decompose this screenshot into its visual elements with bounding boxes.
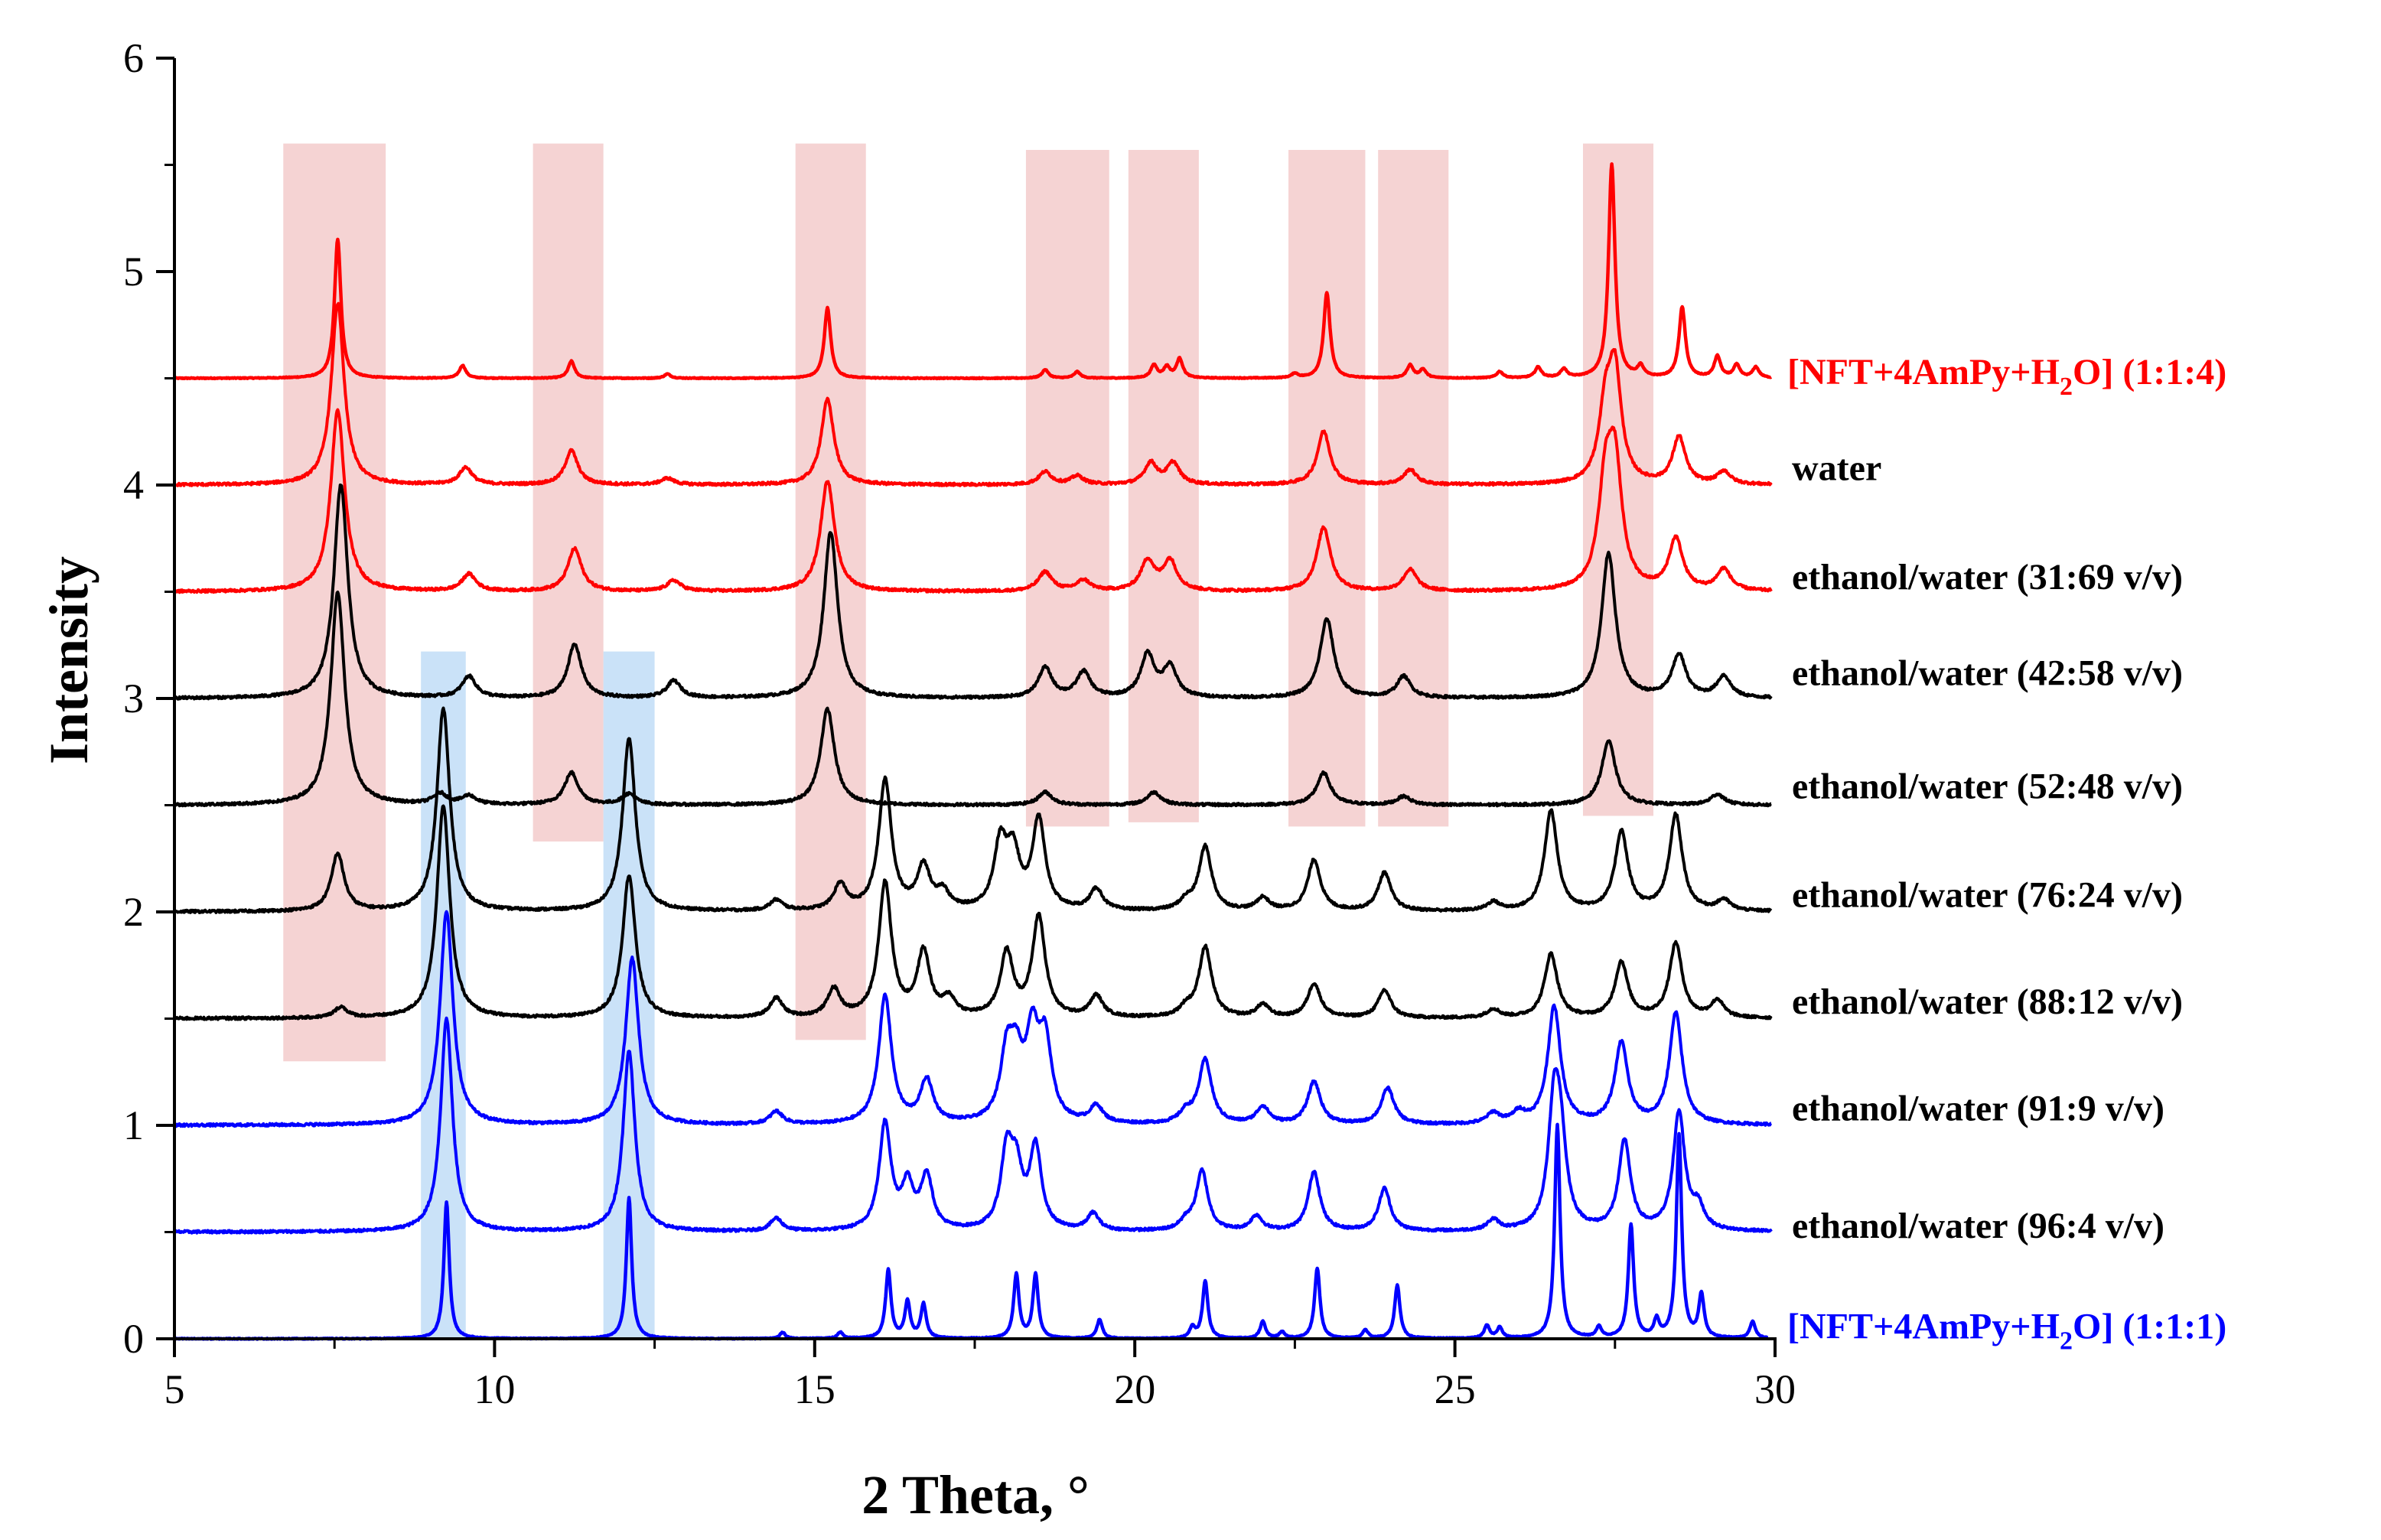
series-label-1: water xyxy=(1792,448,1881,489)
x-tick-label: 20 xyxy=(1114,1366,1155,1412)
y-tick-label: 3 xyxy=(123,676,144,721)
highlight-band-red-7 xyxy=(1582,143,1654,816)
y-tick-label: 1 xyxy=(123,1102,144,1148)
x-tick-label: 5 xyxy=(164,1366,185,1412)
series-label-2: ethanol/water (31:69 v/v) xyxy=(1792,557,2183,597)
series-label-8: ethanol/water (96:4 v/v) xyxy=(1792,1206,2164,1246)
series-label-4: ethanol/water (52:48 v/v) xyxy=(1792,766,2183,806)
series-line-6 xyxy=(173,804,1773,1021)
y-tick-label: 4 xyxy=(123,462,144,508)
series-line-9 xyxy=(173,1122,1770,1341)
highlight-band-red-6 xyxy=(1378,149,1449,827)
x-axis-title: 2 Theta, ° xyxy=(862,1464,1090,1525)
y-tick-label: 2 xyxy=(123,889,144,935)
series-line-1 xyxy=(173,301,1773,487)
series-label-7: ethanol/water (91:9 v/v) xyxy=(1792,1089,2164,1129)
y-tick-label: 5 xyxy=(123,249,144,295)
series-line-5 xyxy=(173,706,1773,914)
highlight-band-red-5 xyxy=(1288,149,1366,827)
series-lines xyxy=(173,162,1773,1341)
series-line-8 xyxy=(173,1016,1773,1235)
y-axis-title: Intensity xyxy=(38,556,99,764)
highlight-band-red-4 xyxy=(1128,149,1199,822)
x-tick-label: 30 xyxy=(1754,1366,1796,1412)
series-line-3 xyxy=(173,483,1773,701)
highlight-band-blue-8 xyxy=(421,651,466,1339)
series-label-9: [NFT+4AmPy+H2O] (1:1:1) xyxy=(1787,1306,2226,1355)
series-label-3: ethanol/water (42:58 v/v) xyxy=(1792,653,2183,694)
highlight-band-red-1 xyxy=(533,143,604,842)
series-label-0: [NFT+4AmPy+H2O] (1:1:4) xyxy=(1787,352,2226,401)
y-tick-label: 6 xyxy=(123,35,144,81)
series-label-5: ethanol/water (76:24 v/v) xyxy=(1792,875,2183,916)
axis-ticks: 5 10 15 20 25 30 0 1 2 3 4 5 6 xyxy=(123,35,1796,1412)
y-tick-label: 0 xyxy=(123,1316,144,1362)
x-tick-label: 25 xyxy=(1435,1366,1476,1412)
x-tick-label: 10 xyxy=(474,1366,515,1412)
series-labels: [NFT+4AmPy+H2O] (1:1:4) water ethanol/wate… xyxy=(1787,352,2226,1355)
highlight-band-red-2 xyxy=(795,143,866,1040)
series-label-6: ethanol/water (88:12 v/v) xyxy=(1792,982,2183,1022)
highlight-bands xyxy=(283,143,1654,1339)
x-tick-label: 15 xyxy=(794,1366,835,1412)
series-line-7 xyxy=(173,910,1773,1128)
series-line-4 xyxy=(173,591,1773,808)
highlight-band-red-3 xyxy=(1025,149,1109,827)
series-line-2 xyxy=(173,408,1773,594)
series-line-0 xyxy=(173,162,1773,381)
